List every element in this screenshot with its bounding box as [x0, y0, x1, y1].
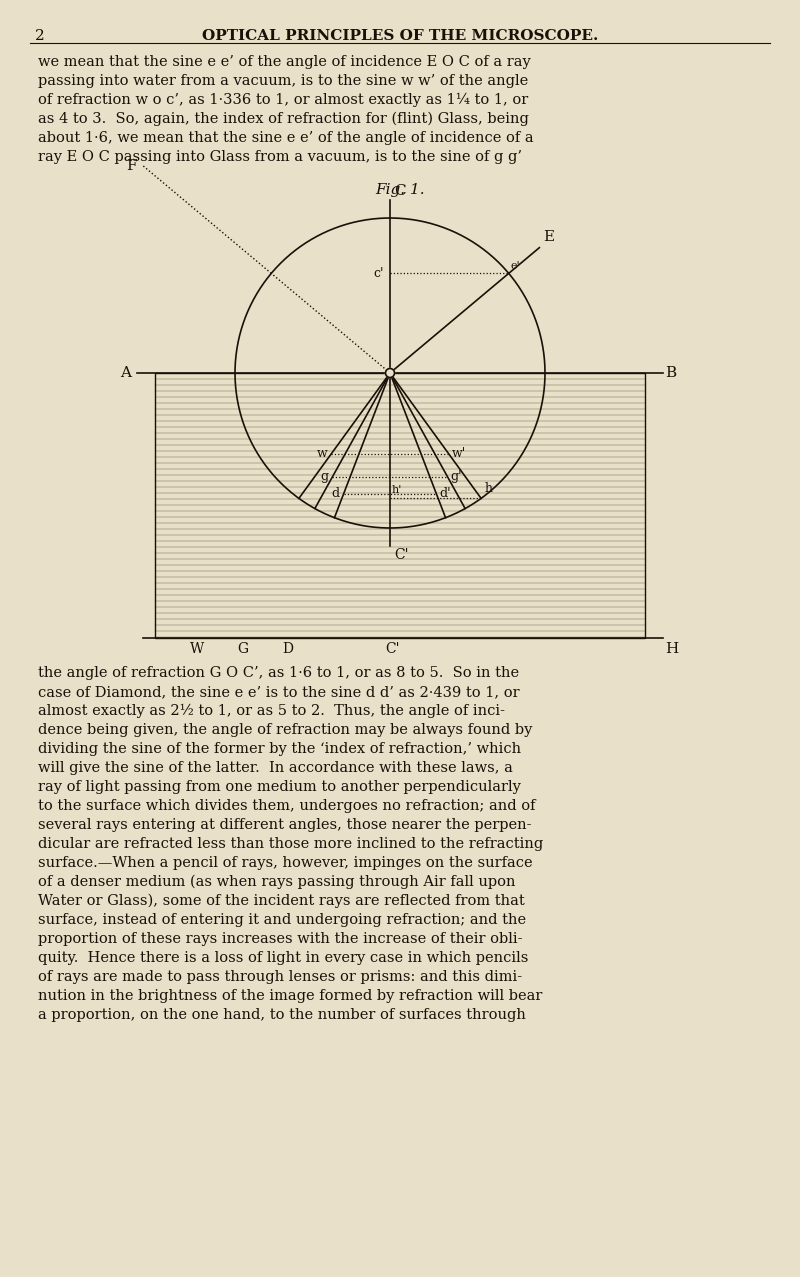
Text: H: H: [665, 642, 678, 656]
Text: surface.—When a pencil of rays, however, impinges on the surface: surface.—When a pencil of rays, however,…: [38, 856, 533, 870]
Text: ray E O C passing into Glass from a vacuum, is to the sine of g g’: ray E O C passing into Glass from a vacu…: [38, 149, 522, 163]
Text: Water or Glass), some of the incident rays are reflected from that: Water or Glass), some of the incident ra…: [38, 894, 525, 908]
Text: case of Diamond, the sine e e’ is to the sine d d’ as 2·439 to 1, or: case of Diamond, the sine e e’ is to the…: [38, 684, 520, 699]
Text: nution in the brightness of the image formed by refraction will bear: nution in the brightness of the image fo…: [38, 988, 542, 1002]
Text: E: E: [543, 230, 554, 244]
Text: Fig. 1.: Fig. 1.: [375, 183, 425, 197]
Text: w': w': [451, 447, 466, 460]
Text: 2: 2: [35, 29, 45, 43]
Text: D: D: [282, 642, 294, 656]
Text: W: W: [190, 642, 205, 656]
Text: of refraction w o c’, as 1·336 to 1, or almost exactly as 1¼ to 1, or: of refraction w o c’, as 1·336 to 1, or …: [38, 93, 528, 107]
Text: G: G: [238, 642, 249, 656]
Text: as 4 to 3.  So, again, the index of refraction for (flint) Glass, being: as 4 to 3. So, again, the index of refra…: [38, 112, 529, 126]
Text: proportion of these rays increases with the increase of their obli-: proportion of these rays increases with …: [38, 932, 522, 946]
Text: e': e': [510, 262, 520, 272]
Text: to the surface which divides them, undergoes no refraction; and of: to the surface which divides them, under…: [38, 799, 535, 813]
Text: C: C: [394, 184, 406, 198]
Text: OPTICAL PRINCIPLES OF THE MICROSCOPE.: OPTICAL PRINCIPLES OF THE MICROSCOPE.: [202, 29, 598, 43]
Text: several rays entering at different angles, those nearer the perpen-: several rays entering at different angle…: [38, 819, 531, 833]
Text: of rays are made to pass through lenses or prisms: and this dimi-: of rays are made to pass through lenses …: [38, 971, 522, 985]
Text: dence being given, the angle of refraction may be always found by: dence being given, the angle of refracti…: [38, 723, 532, 737]
Text: ray of light passing from one medium to another perpendicularly: ray of light passing from one medium to …: [38, 780, 521, 794]
Text: w: w: [317, 447, 327, 460]
Text: d: d: [331, 488, 339, 501]
Text: d': d': [439, 488, 451, 501]
Text: g': g': [450, 470, 462, 484]
Text: F: F: [126, 158, 137, 172]
Text: of a denser medium (as when rays passing through Air fall upon: of a denser medium (as when rays passing…: [38, 875, 515, 889]
Text: C': C': [394, 548, 409, 562]
Text: about 1·6, we mean that the sine e e’ of the angle of incidence of a: about 1·6, we mean that the sine e e’ of…: [38, 132, 534, 146]
Text: we mean that the sine e e’ of the angle of incidence E O C of a ray: we mean that the sine e e’ of the angle …: [38, 55, 530, 69]
Text: quity.  Hence there is a loss of light in every case in which pencils: quity. Hence there is a loss of light in…: [38, 951, 528, 965]
Text: dicular are refracted less than those more inclined to the refracting: dicular are refracted less than those mo…: [38, 836, 543, 850]
Text: a proportion, on the one hand, to the number of surfaces through: a proportion, on the one hand, to the nu…: [38, 1008, 526, 1022]
Text: h: h: [484, 483, 492, 495]
Circle shape: [386, 369, 394, 378]
Text: A: A: [120, 366, 131, 381]
Text: dividing the sine of the former by the ‘index of refraction,’ which: dividing the sine of the former by the ‘…: [38, 742, 521, 756]
Text: B: B: [665, 366, 676, 381]
Text: surface, instead of entering it and undergoing refraction; and the: surface, instead of entering it and unde…: [38, 913, 526, 927]
Text: c': c': [374, 267, 384, 280]
Text: C': C': [385, 642, 399, 656]
Text: g: g: [320, 470, 329, 484]
Text: almost exactly as 2½ to 1, or as 5 to 2.  Thus, the angle of inci-: almost exactly as 2½ to 1, or as 5 to 2.…: [38, 704, 505, 718]
Text: the angle of refraction G O C’, as 1·6 to 1, or as 8 to 5.  So in the: the angle of refraction G O C’, as 1·6 t…: [38, 667, 519, 679]
Text: will give the sine of the latter.  In accordance with these laws, a: will give the sine of the latter. In acc…: [38, 761, 513, 775]
Text: h': h': [392, 485, 402, 495]
Text: passing into water from a vacuum, is to the sine w w’ of the angle: passing into water from a vacuum, is to …: [38, 74, 528, 88]
Bar: [155, 373, 645, 638]
